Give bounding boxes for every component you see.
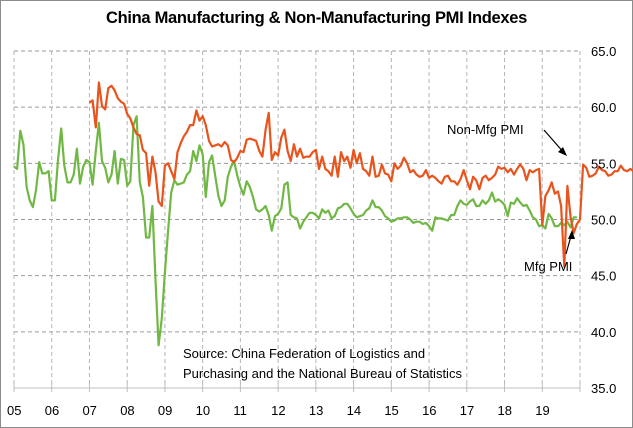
- x-tick-label: 08: [120, 403, 134, 418]
- x-tick-label: 06: [45, 403, 59, 418]
- gridlines: [13, 50, 581, 388]
- series-line-mfg-pmi: [13, 115, 577, 347]
- x-tick-label: 09: [158, 403, 172, 418]
- x-axis-labels: 05 06 07 08 09 10 11 12 13 14 15 16 17 18 19: [7, 403, 550, 418]
- y-tick-label: 50.0: [591, 213, 616, 228]
- x-tick-label: 13: [309, 403, 323, 418]
- chart-title: China Manufacturing & Non-Manufacturing …: [105, 9, 528, 27]
- y-tick-label: 45.0: [591, 269, 616, 284]
- x-tick-label: 05: [7, 403, 21, 418]
- arrowhead-non-mfg: [558, 147, 567, 156]
- axes: [13, 384, 581, 392]
- y-tick-label: 55.0: [591, 156, 616, 171]
- source-line-1: Source: China Federation of Logistics an…: [183, 346, 425, 361]
- x-tick-label: 14: [347, 403, 361, 418]
- arrowhead-mfg: [568, 230, 575, 239]
- y-tick-label: 60.0: [591, 100, 616, 115]
- y-tick-label: 65.0: [591, 44, 616, 59]
- x-tick-label: 16: [422, 403, 436, 418]
- x-tick-label: 07: [82, 403, 96, 418]
- x-tick-label: 19: [535, 403, 549, 418]
- x-tick-label: 15: [384, 403, 398, 418]
- y-tick-label: 35.0: [591, 381, 616, 396]
- x-tick-label: 12: [271, 403, 285, 418]
- y-axis-labels: 35.0 40.0 45.0 50.0 55.0 60.0 65.0: [591, 44, 616, 396]
- x-tick-label: 11: [233, 403, 247, 418]
- y-tick-label: 40.0: [591, 325, 616, 340]
- x-tick-label: 10: [196, 403, 210, 418]
- annotations: Non-Mfg PMI Mfg PMI: [447, 122, 575, 274]
- source-line-2: Purchasing and the National Bureau of St…: [183, 366, 462, 381]
- x-tick-label: 18: [498, 403, 512, 418]
- annotation-non-mfg-pmi: Non-Mfg PMI: [447, 122, 524, 137]
- series-lines: [13, 81, 633, 347]
- source-note: Source: China Federation of Logistics an…: [183, 346, 462, 381]
- series-line-non-mfg-pmi: [88, 81, 633, 268]
- x-tick-label: 17: [460, 403, 474, 418]
- annotation-mfg-pmi: Mfg PMI: [524, 259, 572, 274]
